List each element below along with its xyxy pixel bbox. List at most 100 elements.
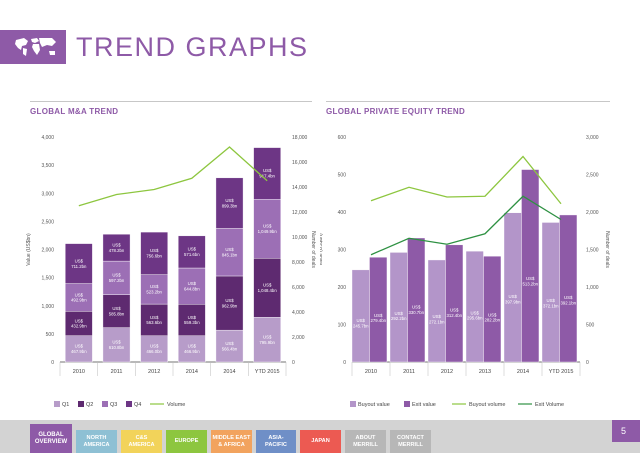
bar-segment-q3 [65, 283, 93, 312]
legend-label: Q3 [110, 402, 117, 408]
nav-tab-5[interactable]: ASIA- PACIFIC [256, 430, 296, 453]
legend-label: Q1 [62, 402, 69, 408]
bar-data-label: US$ 610.8bn [109, 340, 125, 350]
y2-tick-label: 1,500 [586, 248, 599, 254]
bar-segment-q2 [178, 304, 206, 336]
y2-tick-label: 0 [292, 360, 295, 366]
bar-data-label: US$ 756.6bn [146, 248, 162, 258]
y-tick-label: 1,000 [41, 304, 54, 310]
bar-data-label: US$ 478.2bn [109, 242, 125, 252]
bar-segment-q2 [65, 311, 93, 336]
legend-swatch [350, 401, 356, 407]
bar-data-label: US$ 644.8bn [184, 281, 200, 291]
x-tick-label: 2010 [73, 369, 85, 375]
bar-data-label: US$ 795.9bn [259, 334, 275, 344]
exit-value-bar [407, 237, 426, 363]
bar-segment-q4 [102, 233, 131, 262]
pe-trend-chart: 0 100 200 300 400 500 600 0 500 1,000 1,500 2,000 2,… [320, 135, 610, 408]
bar-data-label: US$ 1,048.4bn [258, 283, 278, 293]
nav-tab-1[interactable]: NORTH AMERICA [76, 430, 117, 453]
bar-segment-q4 [140, 231, 168, 275]
nav-tab-label: CONTACT MERRILL [397, 435, 424, 448]
bar-data-label: US$ 292.2bn [391, 311, 407, 321]
bar-data-label: US$ 295.6bn [467, 310, 483, 320]
x-tick-label: 2011 [403, 369, 415, 375]
bar-segment-q1 [102, 327, 131, 363]
nav-tab-label: ABOUT MERRILL [353, 435, 378, 448]
buyout-value-bar [389, 252, 408, 363]
bar-data-label: US$ 467.9bn [71, 344, 87, 354]
y2-axis-label: Number of deals [604, 231, 610, 268]
x-tick-label: 2014 [517, 369, 529, 375]
y-tick-label: 500 [46, 332, 55, 338]
nav-tab-label: NORTH AMERICA [83, 435, 110, 448]
nav-tab-label: JAPAN [311, 438, 330, 445]
buyout-value-bar [465, 250, 484, 363]
x-tick-label: 2010 [365, 369, 377, 375]
legend-swatch [102, 401, 108, 407]
exit-value-bar [369, 257, 388, 363]
nav-tab-0[interactable]: GLOBAL OVERVIEW [30, 424, 72, 453]
y-tick-label: 200 [338, 285, 347, 291]
bar-segment-q1 [140, 335, 168, 363]
x-tick-label: 2013 [479, 369, 491, 375]
bar-data-label: US$ 845.1bn [222, 247, 238, 257]
y-tick-label: 0 [343, 360, 346, 366]
y-tick-label: 0 [51, 360, 54, 366]
legend-swatch [126, 401, 132, 407]
bar-data-label: US$ 397.9bn [505, 294, 521, 304]
bar-data-label: US$ 711.2bn [71, 258, 87, 268]
exit-value-bar [483, 255, 502, 363]
nav-tab-label: MIDDLE EAST & AFRICA [212, 435, 251, 448]
bar-segment-q4 [178, 235, 206, 269]
nav-tab-label: ASIA- PACIFIC [265, 435, 287, 448]
bar-data-label: US$ 312.4bn [446, 308, 462, 318]
nav-tab-4[interactable]: MIDDLE EAST & AFRICA [211, 430, 252, 453]
exit-volume-line [370, 195, 562, 256]
nav-tab-7[interactable]: ABOUT MERRILL [345, 430, 386, 453]
x-tick-label: 2014 [186, 369, 198, 375]
bar-segment-q3 [253, 199, 281, 259]
nav-tab-label: EUROPE [174, 438, 199, 445]
bar-data-label: US$ 1,049.9bn [258, 224, 278, 234]
legend-label: Q2 [86, 402, 93, 408]
bar-data-label: US$ 563.6bn [146, 315, 162, 325]
nav-tab-3[interactable]: EUROPE [166, 430, 207, 453]
section-divider-left [30, 101, 312, 102]
exit-value-bar [559, 214, 578, 363]
y-tick-label: 100 [338, 323, 347, 329]
bar-segment-q4 [215, 177, 244, 229]
bar-data-label: US$ 272.1bn [429, 314, 445, 324]
legend-label: Q4 [134, 402, 141, 408]
nav-tab-8[interactable]: CONTACT MERRILL [390, 430, 431, 453]
bar-data-label: US$ 566.4bn [222, 341, 238, 351]
nav-tab-label: C&S AMERICA [128, 435, 155, 448]
y-tick-label: 500 [338, 173, 347, 179]
legend-swatch [78, 401, 84, 407]
y2-tick-label: 1,000 [586, 285, 599, 291]
bar-segment-q1 [65, 335, 93, 363]
buyout-value-bar [351, 269, 370, 363]
legend-swatch [54, 401, 60, 407]
bar-data-label: US$ 279.4bn [370, 313, 386, 323]
buyout-value-bar [541, 222, 560, 363]
bar-data-label: US$ 330.7bn [408, 305, 424, 315]
bar-data-label: US$ 466.0bn [146, 344, 162, 354]
y2-tick-label: 12,000 [292, 210, 308, 216]
bar-segment-q4 [65, 243, 93, 284]
nav-tab-6[interactable]: JAPAN [300, 430, 341, 453]
bar-segment-q2 [140, 303, 168, 336]
nav-tab-2[interactable]: C&S AMERICA [121, 430, 162, 453]
buyout-volume-line [370, 155, 562, 205]
y-tick-label: 4,000 [41, 135, 54, 141]
world-map-icon [15, 38, 56, 56]
bar-data-label: US$ 597.2bn [109, 273, 125, 283]
bar-data-label: US$ 392.1bn [560, 295, 576, 305]
y-tick-label: 300 [338, 248, 347, 254]
chart-title-mna: GLOBAL M&A TREND [30, 107, 119, 116]
legend-label: Volume [167, 402, 185, 408]
exit-value-bar [445, 244, 464, 363]
legend-label: Exit Volume [535, 402, 564, 408]
y2-tick-label: 10,000 [292, 235, 308, 241]
y2-tick-label: 0 [586, 360, 589, 366]
